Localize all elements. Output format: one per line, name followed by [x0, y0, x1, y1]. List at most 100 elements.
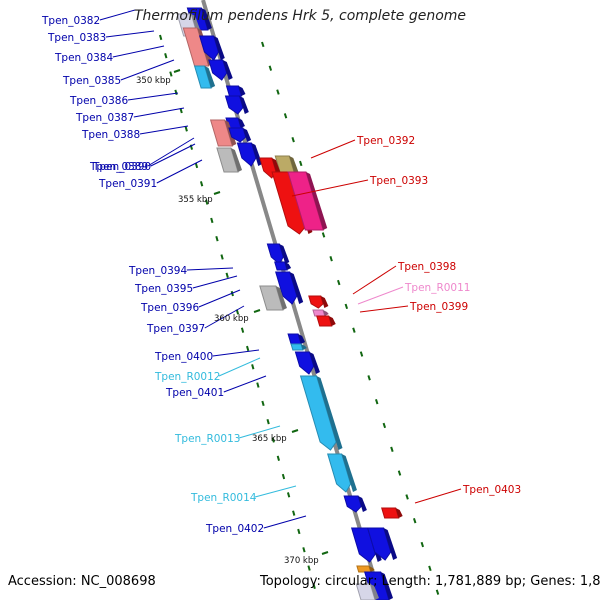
gene-0384-side	[213, 36, 225, 60]
gene-label: Tpen_0402	[205, 523, 264, 535]
accession-text: Accession: NC_008698	[8, 574, 156, 589]
gene-0394-side	[279, 244, 290, 264]
inner-tick	[256, 382, 260, 388]
gene-label: Tpen_R0011	[404, 282, 470, 294]
gene-0394	[266, 243, 284, 265]
inner-tick	[164, 53, 168, 59]
gene-0396-side	[289, 272, 304, 304]
gene-leader-line	[352, 265, 397, 295]
outer-tick	[299, 160, 303, 167]
gene-0402c-side	[383, 528, 398, 560]
gene-leader-line	[357, 286, 404, 305]
gene-0402-orange	[356, 565, 372, 573]
gene-0402-orange-side	[368, 566, 375, 572]
gene-label: Tpen_0390	[92, 161, 151, 173]
gene-0400-side	[298, 334, 306, 344]
gene-leader-line	[204, 305, 245, 329]
gene-label: Tpen_0388	[81, 129, 140, 141]
gene-label: Tpen_0384	[54, 52, 113, 64]
gene-leader-line	[105, 30, 155, 38]
gene-0402b	[350, 527, 376, 563]
gene-0402d-side	[380, 572, 393, 600]
gene-0403-side	[395, 508, 403, 518]
gene-leader-line	[198, 289, 241, 308]
gene-leader-line	[127, 92, 179, 101]
gene-leader-line	[254, 485, 297, 498]
outer-tick	[321, 232, 326, 238]
inner-tick	[194, 162, 199, 169]
gene-0382-side	[201, 8, 212, 30]
outer-tick	[329, 256, 333, 262]
gene-label: Tpen_R0014	[190, 492, 257, 504]
inner-tick	[312, 583, 316, 590]
inner-tick	[210, 217, 214, 224]
gene-0393a	[271, 171, 307, 235]
inner-tick	[174, 89, 178, 95]
gene-0389-side	[242, 128, 252, 142]
gene-0393b-side	[306, 172, 328, 230]
gene-label: Tpen_R0012	[154, 371, 220, 383]
gene-leader-line	[212, 349, 260, 357]
inner-tick	[271, 437, 275, 443]
scale-label: 350 kbp	[136, 76, 171, 86]
gene-0397-side	[275, 286, 287, 310]
outer-tick	[337, 279, 341, 286]
outer-tick	[283, 113, 288, 119]
gene-leader-line	[120, 59, 175, 81]
inner-tick	[240, 327, 245, 333]
gene-label: Tpen_0382	[41, 15, 100, 27]
scale-label: 360 kbp	[214, 314, 249, 324]
gene-r0013-side	[316, 376, 343, 450]
scale-label: 355 kbp	[178, 195, 213, 205]
outer-tick	[428, 565, 432, 572]
outer-tick	[276, 89, 280, 95]
gene-0398-side	[320, 296, 329, 308]
gene-0398	[308, 295, 324, 309]
outer-tick	[405, 494, 409, 500]
gene-r0012	[290, 343, 304, 351]
genome-stats-text: Topology: circular; Length: 1,781,889 bp…	[260, 574, 600, 589]
gene-leader-line	[310, 139, 356, 159]
gene-0403	[381, 507, 400, 519]
inner-tick	[169, 71, 173, 77]
gene-0399-side	[328, 316, 336, 326]
inner-tick	[261, 400, 265, 407]
outer-tick	[291, 136, 295, 143]
outer-tick	[359, 351, 364, 357]
gene-label: Tpen_0394	[128, 265, 187, 277]
gene-0402-pseudo	[355, 583, 376, 600]
outer-tick	[352, 327, 356, 333]
gene-label: Tpen_0393	[369, 175, 428, 187]
gene-leader-line	[291, 179, 369, 197]
scale-labels: 350 kbp 355 kbp 360 kbp 365 kbp 370 kbp	[136, 69, 329, 566]
gene-leader-line	[359, 305, 409, 313]
gene-r0011	[312, 309, 326, 317]
scale-label: 370 kbp	[284, 556, 319, 566]
gene-leader-line	[99, 9, 136, 21]
gene-0402a-side	[358, 496, 367, 512]
gene-label: Tpen_0403	[462, 484, 521, 496]
label-leaders	[99, 9, 462, 529]
scale-tick	[173, 69, 181, 73]
inner-tick	[302, 547, 306, 553]
outer-tick	[344, 303, 349, 310]
gene-0389	[228, 127, 247, 143]
gene-label: Tpen_0383	[47, 32, 106, 44]
gene-label: Tpen_0387	[75, 112, 134, 124]
inner-tick	[292, 510, 296, 516]
gene-0390	[236, 142, 257, 167]
inner-tick	[184, 126, 188, 132]
gene-0401	[294, 351, 315, 375]
gene-r0011-side	[322, 310, 329, 316]
gene-0396	[275, 271, 298, 305]
inner-tick	[246, 345, 250, 352]
outer-tick	[413, 518, 417, 524]
gene-leader-line	[156, 159, 203, 184]
gene-0387-side	[239, 96, 249, 114]
gene-leader-line	[112, 45, 165, 58]
gene-leader-line	[238, 425, 281, 439]
inner-tick	[159, 34, 163, 41]
gene-label: Tpen_0389	[89, 161, 148, 173]
gene-r0014-side	[341, 454, 357, 492]
